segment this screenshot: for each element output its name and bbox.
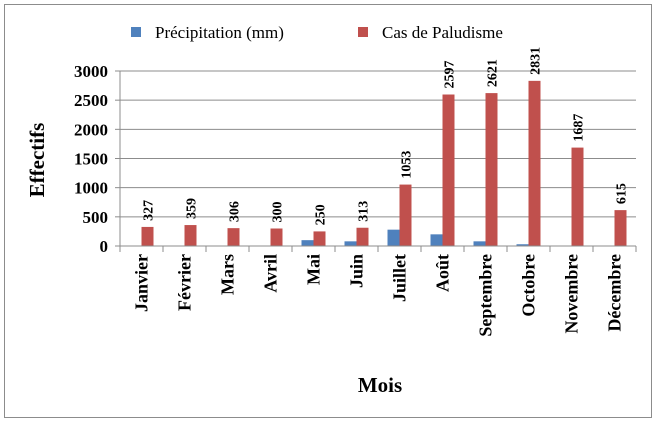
- bar-paludisme: [571, 147, 584, 246]
- bar-paludisme: [399, 184, 412, 246]
- bar-paludisme: [313, 231, 326, 246]
- x-axis-label: Mois: [358, 373, 402, 397]
- data-label-paludisme: 250: [314, 204, 329, 225]
- bar-precipitation: [516, 244, 529, 246]
- legend-swatch: [358, 27, 368, 37]
- bar-paludisme: [442, 94, 455, 246]
- data-label-paludisme: 313: [357, 201, 372, 222]
- chart-frame: [4, 4, 652, 418]
- y-tick-label: 2000: [74, 120, 108, 139]
- x-tick-label: Juin: [347, 254, 367, 288]
- y-tick-label: 3000: [74, 62, 108, 81]
- bar-paludisme: [270, 228, 283, 246]
- data-label-paludisme: 1687: [572, 114, 587, 142]
- bar-paludisme: [614, 210, 627, 246]
- data-label-paludisme: 306: [228, 201, 243, 222]
- x-tick-label: Août: [433, 254, 453, 292]
- data-labels: 327 359 306 300 250 313 1053 2597 2621 2831 1687 61…: [142, 47, 630, 226]
- data-label-paludisme: 2831: [529, 47, 544, 75]
- bar-precipitation: [387, 229, 400, 246]
- data-label-paludisme: 2597: [443, 61, 458, 89]
- data-label-paludisme: 327: [142, 200, 157, 221]
- x-tick-label: Septembre: [476, 254, 496, 337]
- y-axis-ticks: 0 500 1000 1500 2000 2500 3000: [74, 62, 120, 256]
- bar-paludisme: [485, 93, 498, 246]
- y-tick-label: 2500: [74, 91, 108, 110]
- legend-label: Précipitation (mm): [155, 23, 284, 42]
- x-axis-ticks: Janvier Février Mars Avril Mai Juin Juillet Aoû…: [119, 246, 637, 337]
- bars: [141, 80, 627, 246]
- data-label-paludisme: 1053: [400, 151, 415, 179]
- legend: Précipitation (mm) Cas de Paludisme: [131, 23, 503, 42]
- y-tick-label: 0: [100, 237, 109, 256]
- x-tick-label: Novembre: [562, 254, 582, 334]
- bar-precipitation: [301, 240, 314, 246]
- x-tick-label: Janvier: [132, 254, 152, 312]
- data-label-paludisme: 359: [185, 198, 200, 219]
- x-tick-label: Février: [175, 254, 195, 311]
- x-tick-label: Juillet: [390, 254, 410, 302]
- bar-precipitation: [344, 241, 357, 246]
- x-tick-label: Avril: [261, 254, 281, 293]
- data-label-paludisme: 300: [271, 202, 286, 223]
- legend-label: Cas de Paludisme: [382, 23, 503, 42]
- x-tick-label: Décembre: [605, 254, 625, 332]
- bar-paludisme: [356, 227, 369, 246]
- bar-paludisme: [184, 225, 197, 246]
- bar-precipitation: [430, 234, 443, 246]
- y-tick-label: 1000: [74, 179, 108, 198]
- data-label-paludisme: 615: [615, 183, 630, 204]
- data-label-paludisme: 2621: [486, 59, 501, 87]
- y-axis-label: Effectifs: [25, 123, 49, 198]
- x-tick-label: Octobre: [519, 254, 539, 317]
- bar-precipitation: [473, 241, 486, 246]
- y-tick-label: 1500: [74, 150, 108, 169]
- x-tick-label: Mars: [218, 254, 238, 295]
- legend-swatch: [131, 27, 141, 37]
- bar-paludisme: [141, 226, 154, 246]
- x-tick-label: Mai: [304, 254, 324, 285]
- bar-paludisme: [528, 80, 541, 246]
- bar-paludisme: [227, 228, 240, 246]
- gridlines: [120, 70, 636, 218]
- y-tick-label: 500: [83, 208, 109, 227]
